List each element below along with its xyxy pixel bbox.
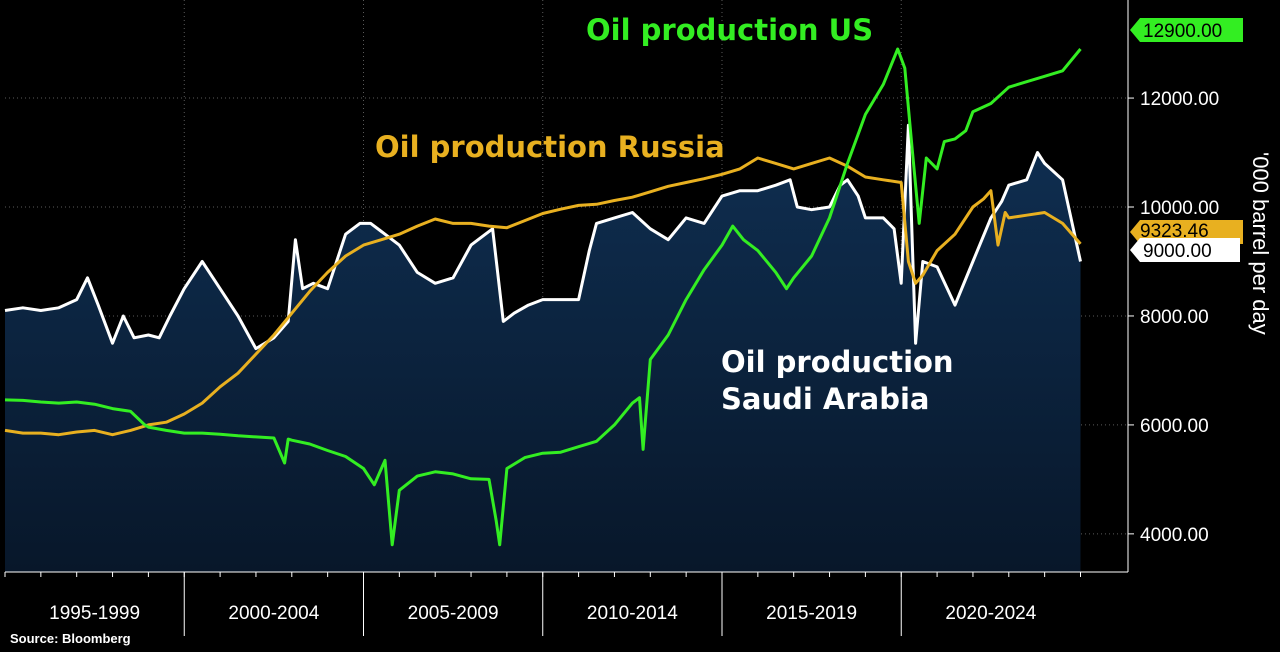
us-last-value-tag: 12900.00 (1130, 18, 1243, 42)
source-note: Source: Bloomberg (10, 631, 131, 646)
y-tick-label-2: 8000.00 (1140, 307, 1209, 328)
x-category-5: 2020-2024 (945, 603, 1036, 624)
y-tick-label-3: 10000.00 (1140, 198, 1219, 219)
y-ticks: 4000.00 6000.00 8000.00 10000.00 12000.00 (1128, 89, 1219, 546)
x-category-3: 2010-2014 (587, 603, 678, 624)
annotation-us: Oil production US (586, 13, 873, 47)
y-tick-label-4: 12000.00 (1140, 89, 1219, 110)
x-category-1: 2000-2004 (228, 603, 319, 624)
y-tick-label-1: 6000.00 (1140, 416, 1209, 437)
series-line-us (4, 47, 1082, 547)
x-categories: 1995-1999 2000-2004 2005-2009 2010-2014 2015… (4, 572, 1081, 636)
x-category-2: 2005-2009 (408, 603, 499, 624)
annotation-russia: Oil production Russia (375, 130, 725, 164)
russia-last-value: 9323.46 (1140, 221, 1209, 242)
saudi-last-value-tag: 9000.00 (1130, 238, 1240, 262)
x-category-4: 2015-2019 (766, 603, 857, 624)
saudi-area-fill (5, 125, 1081, 573)
y-axis-label: '000 barrel per day (1248, 152, 1273, 335)
annotation-saudi-line2: Saudi Arabia (721, 382, 929, 416)
series-lines (4, 47, 1082, 547)
series-line-saudi (4, 123, 1082, 351)
annotation-saudi-line1: Oil production (721, 345, 954, 379)
y-tick-label-0: 4000.00 (1140, 525, 1209, 546)
x-category-0: 1995-1999 (49, 603, 140, 624)
saudi-last-value: 9000.00 (1143, 241, 1212, 262)
us-last-value: 12900.00 (1143, 21, 1222, 42)
series-line-russia (4, 156, 1082, 437)
